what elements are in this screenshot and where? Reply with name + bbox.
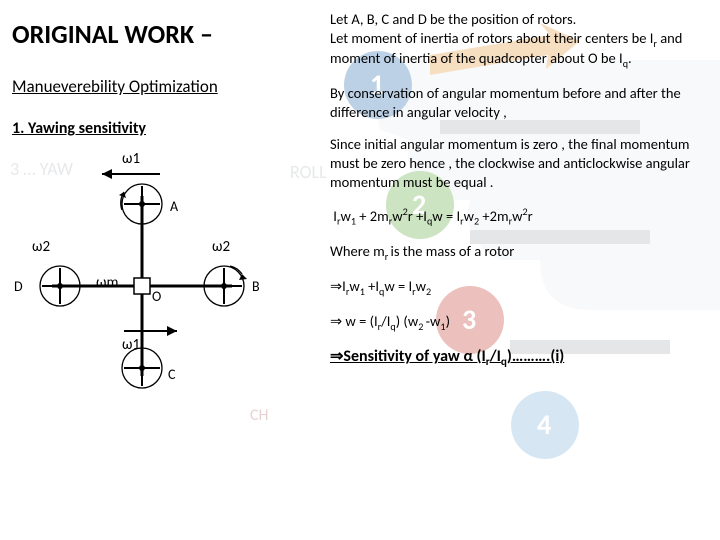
- equation-4: ⇒ w = (Ir/Iq) (w2 -w1): [330, 312, 708, 333]
- center-o-label: O: [152, 288, 161, 305]
- omega-m-label: ωm: [96, 274, 118, 292]
- page-title: ORIGINAL WORK –: [12, 18, 322, 50]
- omega1-bottom-label: ω1: [122, 336, 140, 354]
- paragraph-2: By conservation of angular momentum befo…: [330, 84, 708, 121]
- omega1-top-label: ω1: [122, 150, 140, 168]
- quadcopter-diagram: ω1 A ω2 ω2 ωm D B O ω1 C: [12, 156, 272, 416]
- paragraph-1: Let A, B, C and D be the position of rot…: [330, 10, 708, 70]
- final-result: ⇒Sensitivity of yaw α (Ir/Iq)……….(i): [330, 346, 708, 369]
- equation-3: ⇒Irw1 +Iqw = Irw2: [330, 277, 708, 298]
- equation-1: Irw1 + 2mrw2r +Iqw = Irw2 +2mrw2r: [330, 205, 708, 228]
- equation-2: Where mr is the mass of a rotor: [330, 242, 708, 263]
- section-heading: 1. Yawing sensitivity: [12, 119, 322, 138]
- paragraph-3: Since initial angular momentum is zero ,…: [330, 135, 708, 191]
- rotor-b-label: B: [252, 278, 260, 295]
- rotor-d-label: D: [14, 278, 23, 295]
- subtitle: Manueverebility Optimization: [12, 76, 322, 97]
- rotor-a-label: A: [170, 198, 178, 215]
- rotor-c-label: C: [168, 366, 175, 383]
- omega2-left-label: ω2: [32, 238, 50, 256]
- omega2-right-label: ω2: [212, 238, 230, 256]
